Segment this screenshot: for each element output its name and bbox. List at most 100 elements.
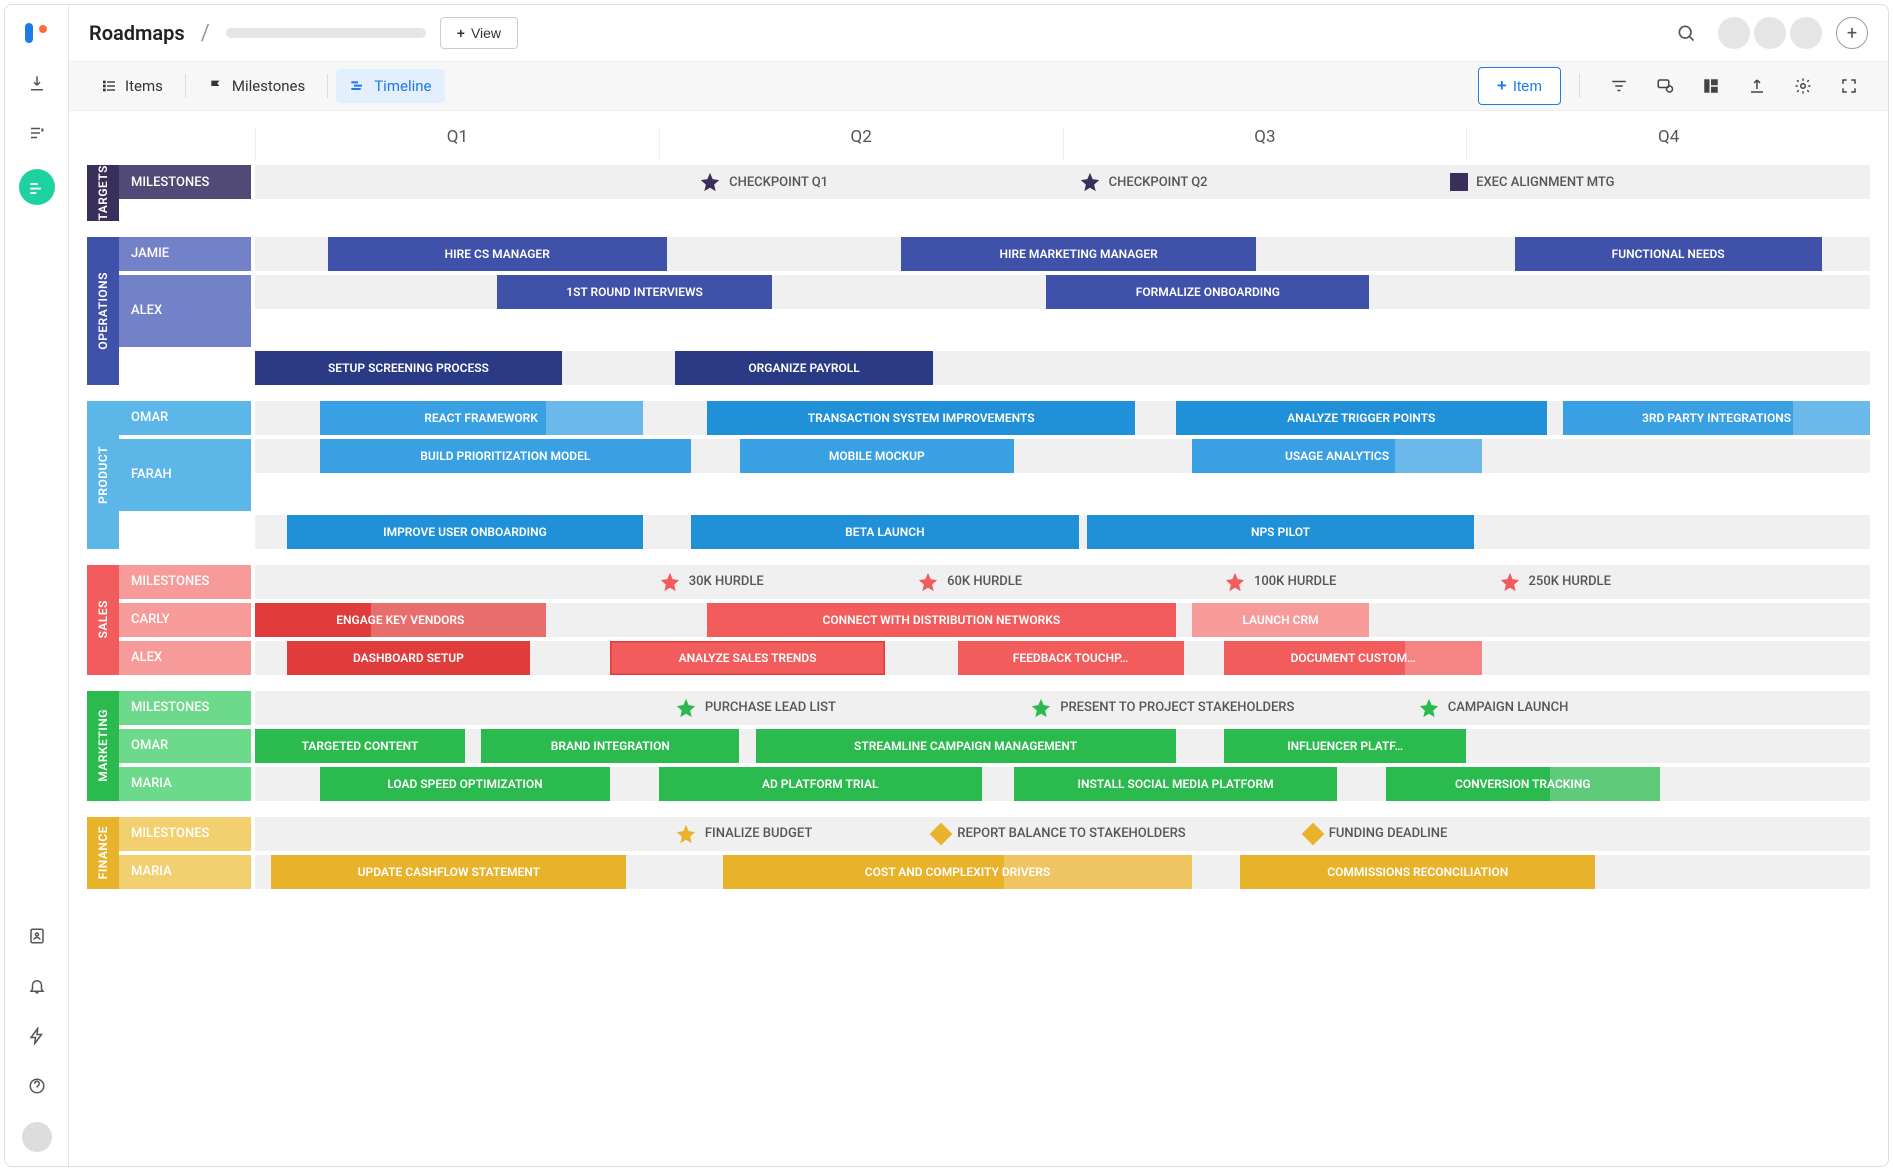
lane-label: ALEX — [119, 641, 251, 675]
lane: MARIAUPDATE CASHFLOW STATEMENTCOST AND C… — [119, 855, 1870, 889]
group-operations: OPERATIONSJAMIEHIRE CS MANAGERHIRE MARKE… — [87, 237, 1870, 385]
timeline-bar[interactable]: IMPROVE USER ONBOARDING1 — [287, 515, 642, 549]
bolt-icon[interactable] — [23, 1022, 51, 1050]
list-icon[interactable] — [23, 119, 51, 147]
timeline-bar[interactable]: NPS PILOT — [1087, 515, 1475, 549]
fullscreen-icon[interactable] — [1832, 69, 1866, 103]
lane: OMARTARGETED CONTENTBRAND INTEGRATIONSTR… — [119, 729, 1870, 763]
timeline-bar[interactable]: FORMALIZE ONBOARDING — [1046, 275, 1369, 309]
milestone[interactable]: FUNDING DEADLINE — [1305, 817, 1448, 851]
timeline-bar[interactable]: DOCUMENT CUSTOM… — [1224, 641, 1482, 675]
roadmap-icon[interactable] — [19, 169, 55, 205]
tab-milestones[interactable]: Milestones — [194, 69, 319, 103]
settings-icon[interactable] — [1786, 69, 1820, 103]
tab-items[interactable]: Items — [87, 69, 177, 103]
timeline-bar[interactable]: DASHBOARD SETUP2 — [287, 641, 529, 675]
milestone[interactable]: PURCHASE LEAD LIST — [675, 691, 836, 725]
timeline-bar[interactable]: TRANSACTION SYSTEM IMPROVEMENTS1 — [707, 401, 1135, 435]
timeline-bar[interactable]: FUNCTIONAL NEEDS — [1515, 237, 1822, 271]
timeline-bar[interactable]: LAUNCH CRM — [1192, 603, 1370, 637]
topbar: Roadmaps / +View + — [69, 5, 1888, 61]
timeline-bar[interactable]: USAGE ANALYTICS — [1192, 439, 1483, 473]
milestone[interactable]: 100K HURDLE — [1224, 565, 1336, 599]
timeline-canvas[interactable]: Q1Q2Q3Q4 TARGETSMILESTONESCHECKPOINT Q1C… — [69, 111, 1888, 1166]
add-collaborator-button[interactable]: + — [1836, 17, 1868, 49]
milestone[interactable]: CHECKPOINT Q1 — [699, 165, 828, 199]
page-title: Roadmaps — [89, 21, 185, 45]
track: CHECKPOINT Q1 CHECKPOINT Q2 EXEC ALIGNMENT… — [255, 165, 1870, 199]
timeline-bar[interactable]: 3RD PARTY INTEGRATIONS — [1563, 401, 1870, 435]
milestone[interactable]: REPORT BALANCE TO STAKEHOLDERS — [933, 817, 1185, 851]
timeline-bar[interactable]: INSTALL SOCIAL MEDIA PLATFORM — [1014, 767, 1337, 801]
timeline-bar[interactable]: HIRE CS MANAGER — [328, 237, 667, 271]
lane-label: MILESTONES — [119, 691, 251, 725]
avatar[interactable] — [1790, 17, 1822, 49]
timeline-bar[interactable]: CONVERSION TRACKING — [1386, 767, 1661, 801]
contacts-icon[interactable] — [23, 922, 51, 950]
app-logo — [23, 19, 51, 47]
track: ENGAGE KEY VENDORS CONNECT WITH DISTRIBUT… — [255, 603, 1870, 637]
avatar[interactable] — [1754, 17, 1786, 49]
timeline-bar[interactable]: HIRE MARKETING MANAGER — [901, 237, 1256, 271]
quarter-header: Q1 — [255, 127, 659, 161]
timeline-bar[interactable]: LOAD SPEED OPTIMIZATION2 — [320, 767, 611, 801]
export-icon[interactable] — [1740, 69, 1774, 103]
group-marketing: MARKETINGMILESTONESPURCHASE LEAD LISTPRE… — [87, 691, 1870, 801]
view-button[interactable]: +View — [440, 17, 518, 49]
timeline-bar[interactable]: SETUP SCREENING PROCESS — [255, 351, 562, 385]
search-icon[interactable] — [1668, 15, 1704, 51]
timeline-bar[interactable]: BUILD PRIORITIZATION MODEL — [320, 439, 691, 473]
link-icon[interactable] — [1648, 69, 1682, 103]
milestone[interactable]: CHECKPOINT Q2 — [1079, 165, 1208, 199]
track: IMPROVE USER ONBOARDING1 BETA LAUNCH1NPS … — [255, 515, 1870, 549]
help-icon[interactable] — [23, 1072, 51, 1100]
milestone[interactable]: CAMPAIGN LAUNCH — [1418, 691, 1569, 725]
timeline-bar[interactable]: FEEDBACK TOUCHP… — [958, 641, 1184, 675]
timeline-bar[interactable]: COST AND COMPLEXITY DRIVERS — [723, 855, 1191, 889]
lane: SETUP SCREENING PROCESS ORGANIZE PAYROLL — [119, 351, 1870, 385]
breadcrumb-placeholder[interactable] — [226, 28, 426, 38]
milestone[interactable]: EXEC ALIGNMENT MTG — [1450, 165, 1614, 199]
filter-icon[interactable] — [1602, 69, 1636, 103]
bell-icon[interactable] — [23, 972, 51, 1000]
layout-icon[interactable] — [1694, 69, 1728, 103]
timeline-bar[interactable]: TARGETED CONTENT — [255, 729, 465, 763]
timeline-bar[interactable]: ORGANIZE PAYROLL — [675, 351, 933, 385]
collaborator-avatars — [1718, 17, 1822, 49]
lane-label: FARAH — [119, 439, 251, 511]
timeline-bar[interactable]: ANALYZE TRIGGER POINTS1 — [1176, 401, 1547, 435]
lane-label: MILESTONES — [119, 165, 251, 199]
download-icon[interactable] — [23, 69, 51, 97]
lane: OMAR REACT FRAMEWORK TRANSACTION SYSTEM IM… — [119, 401, 1870, 435]
user-avatar[interactable] — [22, 1122, 52, 1152]
group-label: SALES — [87, 565, 119, 675]
lane-label: OMAR — [119, 401, 251, 435]
quarter-header: Q2 — [659, 127, 1063, 161]
timeline-bar[interactable]: AD PLATFORM TRIAL1 — [659, 767, 982, 801]
timeline-bar[interactable]: REACT FRAMEWORK — [320, 401, 643, 435]
lane: ALEX1ST ROUND INTERVIEWSFORMALIZE ONBOAR… — [119, 275, 1870, 347]
avatar[interactable] — [1718, 17, 1750, 49]
timeline-bar[interactable]: ANALYZE SALES TRENDS1 — [610, 641, 885, 675]
timeline-bar[interactable]: UPDATE CASHFLOW STATEMENT — [271, 855, 626, 889]
timeline-bar[interactable]: INFLUENCER PLATF… — [1224, 729, 1466, 763]
timeline-bar[interactable]: STREAMLINE CAMPAIGN MANAGEMENT1 — [756, 729, 1176, 763]
track: HIRE CS MANAGER HIRE MARKETING MANAGER FUN… — [255, 237, 1870, 271]
milestone[interactable]: 60K HURDLE — [917, 565, 1022, 599]
track: 30K HURDLE 60K HURDLE 100K HURDLE 250K HURD… — [255, 565, 1870, 599]
milestone[interactable]: PRESENT TO PROJECT STAKEHOLDERS — [1030, 691, 1294, 725]
timeline-bar[interactable]: BETA LAUNCH1 — [691, 515, 1079, 549]
timeline-bar[interactable]: ENGAGE KEY VENDORS — [255, 603, 546, 637]
timeline-bar[interactable]: COMMISSIONS RECONCILIATION — [1240, 855, 1595, 889]
timeline-bar[interactable]: MOBILE MOCKUP — [740, 439, 1015, 473]
milestone[interactable]: FINALIZE BUDGET — [675, 817, 812, 851]
timeline-bar[interactable]: 1ST ROUND INTERVIEWS — [497, 275, 772, 309]
track: BUILD PRIORITIZATION MODEL MOBILE MOCKUP U… — [255, 439, 1870, 473]
add-item-button[interactable]: +Item — [1478, 67, 1561, 105]
milestone[interactable]: 30K HURDLE — [659, 565, 764, 599]
tab-timeline[interactable]: Timeline — [336, 69, 445, 103]
timeline-bar[interactable]: BRAND INTEGRATION — [481, 729, 739, 763]
milestone[interactable]: 250K HURDLE — [1499, 565, 1611, 599]
quarter-header: Q4 — [1466, 127, 1870, 161]
timeline-bar[interactable]: CONNECT WITH DISTRIBUTION NETWORKS — [707, 603, 1175, 637]
